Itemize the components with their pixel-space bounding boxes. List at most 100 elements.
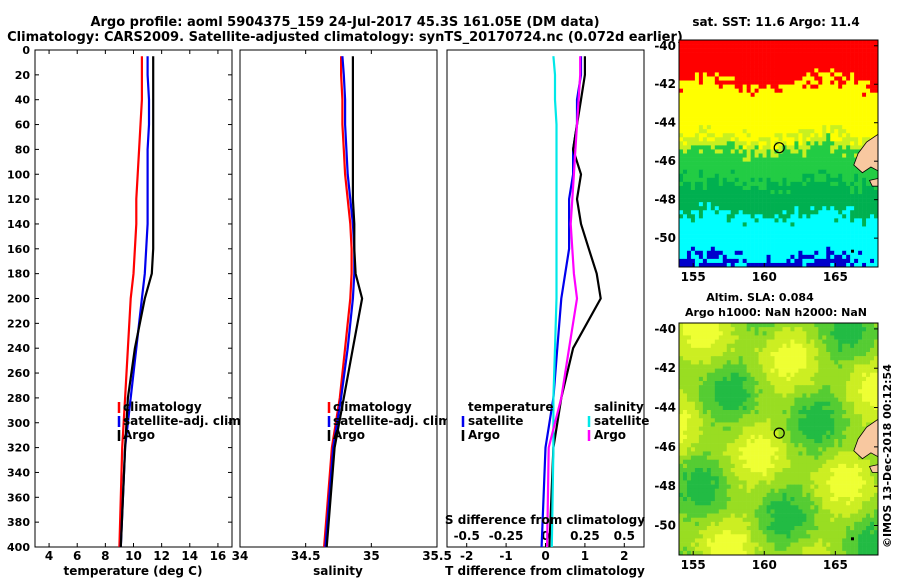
map-data-cell [830,185,835,191]
map-data-cell [866,104,871,110]
map-data-cell [850,368,855,374]
map-data-cell [710,129,716,134]
map-data-cell [874,455,879,461]
map-data-cell [842,56,847,61]
map-data-cell [814,149,819,154]
map-data-cell [774,254,779,260]
map-data-cell [690,323,696,328]
map-data-cell [854,468,859,473]
map-data-cell [858,88,863,93]
map-data-cell [830,189,835,195]
map-data-cell [694,153,700,158]
map-data-cell [778,165,783,171]
map-data-cell [682,104,688,110]
map-data-cell [782,352,787,357]
map-data-cell [770,463,775,469]
map-data-cell [822,364,827,369]
map-data-cell [854,418,859,423]
map-data-cell [790,137,795,142]
map-data-cell [798,226,803,231]
map-data-cell [682,258,688,264]
map-data-cell [702,137,708,142]
map-data-cell [714,108,720,114]
map-data-cell [810,258,815,264]
map-data-cell [834,376,839,382]
map-data-cell [858,210,863,215]
map-data-cell [718,202,724,207]
map-data-cell [710,468,716,473]
map-data-cell [858,68,863,73]
map-data-cell [762,250,767,256]
map-data-cell [682,121,688,126]
map-data-cell [746,242,751,248]
map-data-cell [706,88,712,93]
map-data-cell [726,439,732,444]
map-data-cell [838,447,843,452]
map-data-cell [766,56,771,61]
map-data-cell [854,112,859,118]
map-data-cell [866,242,871,248]
map-data-cell [686,476,692,481]
map-data-cell [766,459,771,465]
map-data-cell [822,360,827,365]
map-data-cell [742,401,747,407]
map-data-cell [834,335,839,340]
map-data-cell [842,238,847,243]
map-data-cell [870,397,875,403]
map-data-cell [790,64,795,69]
map-data-cell [834,246,839,252]
map-data-cell [730,112,736,118]
salinity-plot-frame [239,49,438,548]
map-data-cell [850,189,855,195]
map-data-cell [722,44,728,49]
map-data-cell [706,356,712,361]
map-data-cell [710,372,716,378]
depth-tick-label: 120 [7,193,30,206]
map-data-cell [822,405,827,411]
map-data-cell [790,381,795,386]
map-data-cell [762,472,767,477]
map-data-cell [742,230,747,235]
map-data-cell [679,414,684,419]
map-data-cell [742,397,747,403]
t-diff-x-tick-label: -2 [460,549,473,563]
map-data-cell [706,385,712,390]
map-data-cell [682,214,688,219]
map-data-cell [694,356,700,361]
map-data-cell [826,381,831,386]
map-data-cell [810,323,815,328]
map-data-cell [814,401,819,407]
map-data-cell [742,206,747,211]
map-data-cell [838,422,843,427]
map-data-cell [679,44,684,49]
map-data-cell [846,64,851,69]
map-data-cell [866,100,871,106]
map-data-cell [862,381,867,386]
map-data-cell [730,254,736,260]
map-data-cell [722,210,728,215]
map-data-cell [762,339,767,345]
map-data-cell [754,397,759,403]
map-data-cell [790,141,795,146]
map-data-cell [730,161,736,166]
map-data-cell [682,238,688,243]
map-data-cell [706,234,712,239]
map-data-cell [834,189,839,195]
map-data-cell [830,198,835,203]
map-data-cell [754,226,759,231]
map-data-cell [730,360,736,365]
map-data-cell [810,40,815,45]
map-data-cell [846,410,851,415]
map-data-cell [746,451,751,456]
map-data-cell [774,177,779,183]
map-data-cell [754,323,759,328]
map-data-cell [694,177,700,183]
map-data-cell [746,181,751,187]
map-data-cell [810,339,815,345]
map-data-cell [774,356,779,361]
map-data-cell [842,181,847,187]
map-data-cell [726,88,732,93]
map-data-cell [854,185,859,191]
map-data-cell [694,189,700,195]
map-data-cell [794,238,799,243]
